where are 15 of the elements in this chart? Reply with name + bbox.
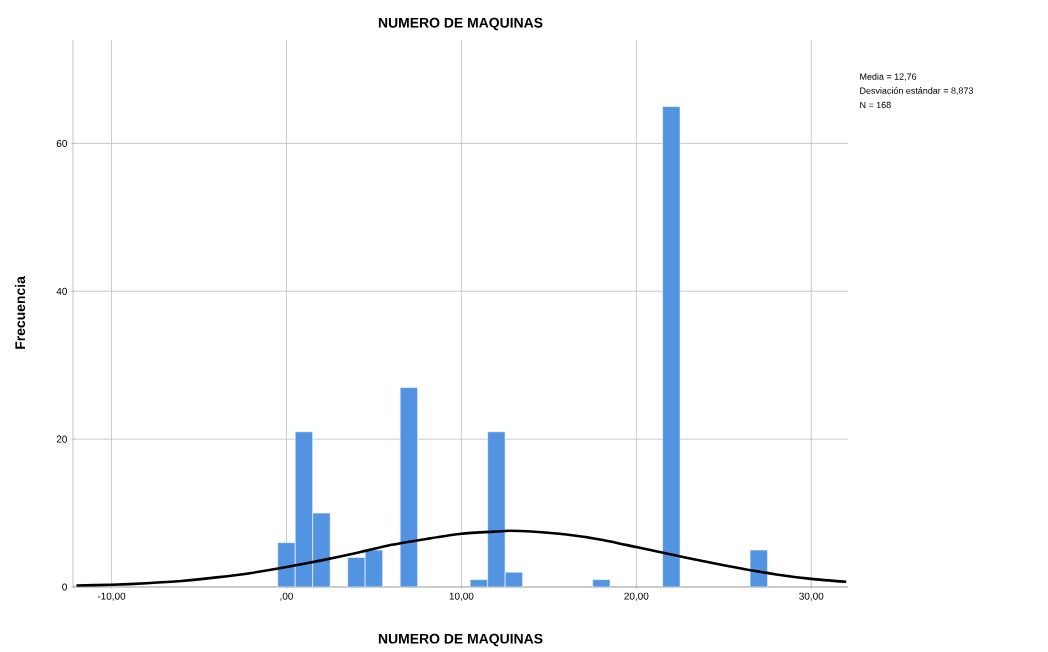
y-tick-label: 40: [56, 287, 67, 295]
y-tick-label: 0: [62, 583, 67, 591]
y-axis-title: Frecuencia: [14, 276, 26, 349]
x-tick-label: 10,00: [449, 592, 474, 601]
text: Desviación estándar = 8,873: [860, 87, 973, 95]
text: N = 168: [860, 101, 891, 109]
text: Media = 12,76: [860, 73, 917, 81]
x-tick-label: -10,00: [97, 592, 126, 601]
y-tick-label: 60: [56, 139, 67, 147]
x-tick-label: ,00: [280, 592, 293, 601]
x-tick-label: 30,00: [799, 592, 824, 601]
y-tick-label: 20: [56, 435, 67, 443]
chart-title: NUMERO DE MAQUINAS: [378, 17, 543, 31]
x-tick-label: 20,00: [624, 592, 649, 601]
x-axis-title: NUMERO DE MAQUINAS: [378, 633, 543, 647]
